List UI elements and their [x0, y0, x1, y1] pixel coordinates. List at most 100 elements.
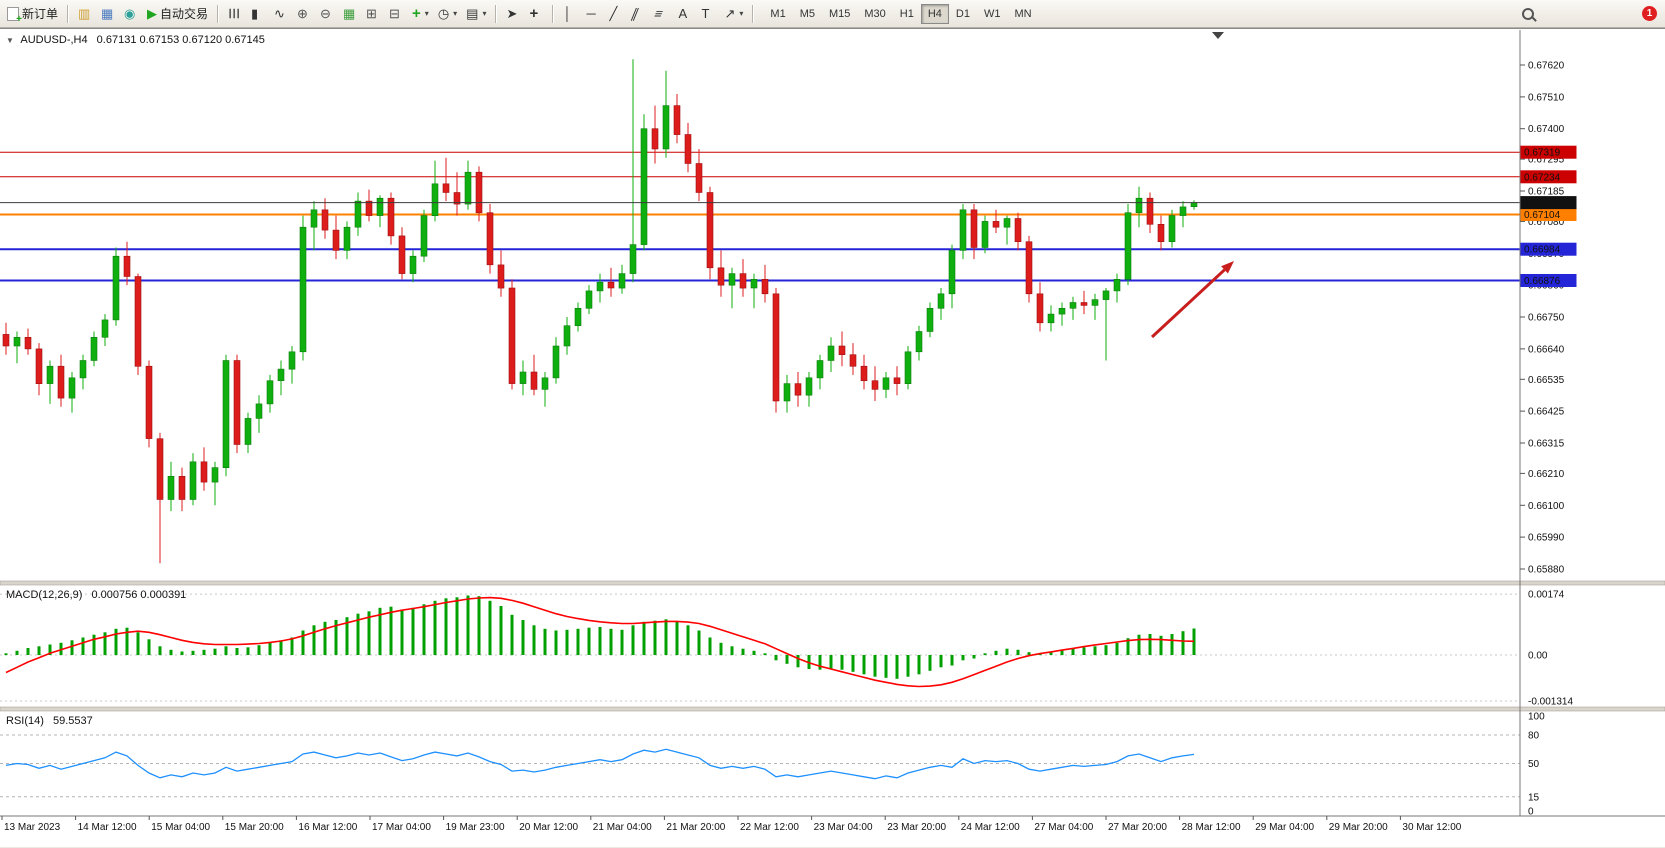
- svg-text:0: 0: [1528, 807, 1534, 818]
- trendline-button[interactable]: ╱: [605, 3, 627, 25]
- horizontal-line-button[interactable]: ─: [582, 3, 604, 25]
- trend-arrow-annotation[interactable]: [1150, 261, 1234, 339]
- macd-bar: [697, 630, 701, 655]
- new-order-label: 新订单: [22, 7, 59, 21]
- macd-bar: [631, 625, 635, 656]
- macd-bar: [950, 655, 954, 666]
- candle: [277, 368, 285, 382]
- macd-bar: [939, 655, 943, 668]
- autotrade-button[interactable]: ▶ 自动交易: [143, 3, 212, 25]
- zoom-in-button[interactable]: ⊕: [293, 3, 315, 25]
- search-button[interactable]: [1518, 3, 1642, 25]
- market-watch-button[interactable]: ▥: [74, 3, 96, 25]
- arrange-windows-button[interactable]: ⊟: [385, 3, 407, 25]
- candle: [310, 209, 318, 228]
- macd-bar: [840, 655, 844, 670]
- macd-bar: [345, 617, 349, 655]
- svg-text:50: 50: [1528, 759, 1540, 770]
- timeframe-toolbar: M1 M5 M15 M30 H1 H4 D1 W1 MN: [763, 3, 1038, 24]
- candle: [189, 461, 197, 500]
- panel-separator[interactable]: [0, 580, 1665, 586]
- candle: [442, 183, 450, 193]
- zoom-in-icon: ⊕: [297, 6, 308, 21]
- chart-canvas[interactable]: 0.67620 0.67510 0.67400 0.67295 0.67185 0.670…: [0, 29, 1665, 848]
- timeframe-M30[interactable]: M30: [857, 4, 892, 24]
- macd-bar: [1148, 634, 1152, 655]
- indicators-button[interactable]: + ▾: [408, 3, 433, 25]
- time-axis[interactable]: 13 Mar 2023 14 Mar 12:00 15 Mar 04:00 15 Ma…: [0, 815, 1665, 833]
- crosshair-button[interactable]: +: [525, 3, 547, 25]
- macd-bar: [499, 606, 503, 655]
- line-chart-button[interactable]: ∿: [270, 3, 292, 25]
- macd-bar: [774, 655, 778, 661]
- candle: [497, 264, 505, 289]
- timeframe-MN[interactable]: MN: [1007, 4, 1038, 24]
- timeframe-M1[interactable]: M1: [763, 4, 792, 24]
- timeframe-D1[interactable]: D1: [949, 4, 977, 24]
- macd-bar: [664, 619, 668, 655]
- text-label-button[interactable]: T: [697, 3, 719, 25]
- clock-icon: ◷: [437, 6, 450, 21]
- candle: [475, 171, 483, 214]
- candle: [134, 276, 142, 367]
- svg-text:23 Mar 20:00: 23 Mar 20:00: [887, 822, 946, 833]
- macd-bar: [708, 637, 712, 655]
- toolbar: 新订单 ▥ ▦ ◉ ▶ 自动交易 ☰ ▮ ∿ ⊕ ⊖ ▦ ⊞ ⊟ +▾ ◷▾ ▤…: [0, 0, 1665, 28]
- cascade-windows-button[interactable]: ⊞: [362, 3, 384, 25]
- candle: [1003, 218, 1011, 228]
- candle: [464, 171, 472, 205]
- candle: [519, 371, 527, 384]
- notification-badge[interactable]: 1: [1642, 6, 1657, 21]
- macd-bar: [70, 640, 74, 655]
- autotrade-play-icon: ▶: [147, 6, 158, 21]
- timeframe-M15[interactable]: M15: [822, 4, 857, 24]
- vertical-line-button[interactable]: │: [559, 3, 581, 25]
- macd-bar: [796, 655, 800, 668]
- text-button[interactable]: A: [674, 3, 696, 25]
- data-window-button[interactable]: ▦: [97, 3, 119, 25]
- dropdown-icon: ▾: [739, 9, 744, 18]
- price-tag: [1520, 170, 1577, 184]
- svg-text:0.66100: 0.66100: [1528, 501, 1565, 512]
- panel-separator[interactable]: [0, 706, 1665, 712]
- navigator-button[interactable]: ◉: [120, 3, 142, 25]
- svg-text:15 Mar 04:00: 15 Mar 04:00: [151, 822, 210, 833]
- candle: [706, 192, 714, 269]
- arrows-button[interactable]: ↗ ▾: [720, 3, 747, 25]
- collapse-icon[interactable]: ▼: [6, 35, 14, 45]
- candle: [79, 360, 87, 379]
- macd-bar: [1126, 638, 1130, 655]
- svg-text:0.67145: 0.67145: [1524, 198, 1561, 209]
- fibonacci-button[interactable]: ≡: [651, 3, 673, 25]
- svg-text:27 Mar 04:00: 27 Mar 04:00: [1034, 822, 1093, 833]
- timeframe-W1[interactable]: W1: [977, 4, 1008, 24]
- timeframe-M5[interactable]: M5: [793, 4, 822, 24]
- channel-button[interactable]: ∥: [628, 3, 650, 25]
- chart-window[interactable]: 0.67620 0.67510 0.67400 0.67295 0.67185 0.670…: [0, 28, 1665, 847]
- tile-windows-button[interactable]: ▦: [339, 3, 361, 25]
- price-axis[interactable]: 0.67620 0.67510 0.67400 0.67295 0.67185 0.670…: [1519, 30, 1577, 818]
- candle: [574, 307, 582, 326]
- candlestick-chart-button[interactable]: ▮: [247, 3, 269, 25]
- macd-bar: [378, 607, 382, 656]
- macd-bar: [1027, 652, 1031, 655]
- cursor-button[interactable]: ➤: [502, 3, 524, 25]
- chart-shift-marker[interactable]: [1212, 32, 1224, 39]
- timeframe-H4[interactable]: H4: [920, 3, 949, 24]
- svg-text:100: 100: [1528, 712, 1545, 723]
- periods-button[interactable]: ◷ ▾: [434, 3, 461, 25]
- candle: [244, 418, 252, 445]
- zoom-out-button[interactable]: ⊖: [316, 3, 338, 25]
- timeframe-H1[interactable]: H1: [893, 4, 921, 24]
- candle: [288, 351, 296, 370]
- candle: [255, 403, 263, 419]
- macd-bar: [81, 637, 85, 655]
- new-order-button[interactable]: 新订单: [3, 3, 62, 25]
- macd-bar: [191, 650, 195, 655]
- macd-bar: [466, 595, 470, 655]
- macd-values: 0.000756 0.000391: [91, 589, 187, 601]
- data-window-icon: ▦: [101, 6, 114, 21]
- fibonacci-icon: ≡: [652, 6, 667, 21]
- templates-button[interactable]: ▤ ▾: [462, 3, 490, 25]
- bar-chart-button[interactable]: ☰: [224, 3, 246, 25]
